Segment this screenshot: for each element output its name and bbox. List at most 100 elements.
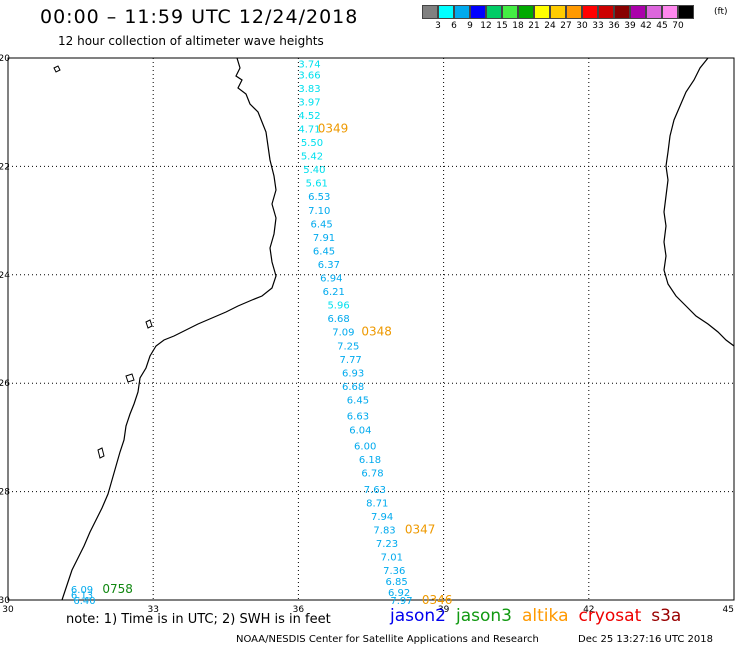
wave-height-value: 5.50 bbox=[301, 138, 323, 149]
wave-height-value: 6.94 bbox=[320, 274, 342, 285]
lat-tick-label: -30 bbox=[0, 596, 10, 606]
wave-height-value: 6.45 bbox=[347, 395, 369, 406]
wave-height-value: 8.71 bbox=[366, 498, 388, 509]
lon-tick-label: 33 bbox=[147, 605, 158, 615]
wave-height-value: 6.68 bbox=[327, 314, 349, 325]
wave-height-value: 5.42 bbox=[301, 152, 323, 163]
wave-height-value: 7.01 bbox=[381, 553, 403, 564]
legend-label: 3 bbox=[435, 21, 441, 31]
lat-tick-label: -20 bbox=[0, 54, 10, 64]
legend-label: 39 bbox=[624, 21, 636, 31]
pass-time-label: 0347 bbox=[405, 523, 436, 537]
wave-height-value: 6.93 bbox=[342, 368, 364, 379]
pass-time-label: 0346 bbox=[422, 593, 453, 607]
legend-swatch bbox=[534, 5, 550, 19]
wave-height-value: 7.09 bbox=[332, 328, 354, 339]
legend-swatch bbox=[662, 5, 678, 19]
footnote: note: 1) Time is in UTC; 2) SWH is in fe… bbox=[66, 612, 331, 627]
wave-height-value: 7.23 bbox=[376, 539, 398, 550]
wave-height-value: 3.83 bbox=[298, 84, 320, 95]
legend-label: 15 bbox=[496, 21, 508, 31]
satellite-name: altika bbox=[522, 606, 569, 626]
legend-swatch bbox=[646, 5, 662, 19]
legend-label: 9 bbox=[467, 21, 473, 31]
legend-swatch bbox=[582, 5, 598, 19]
legend-label: 36 bbox=[608, 21, 620, 31]
graticule bbox=[8, 58, 734, 600]
wave-height-value: 6.00 bbox=[354, 442, 376, 453]
wave-height-value: 6.18 bbox=[359, 455, 381, 466]
lat-tick-label: -24 bbox=[0, 271, 10, 281]
lon-tick-label: 45 bbox=[723, 605, 734, 615]
legend-label: 21 bbox=[528, 21, 540, 31]
credit-text: NOAA/NESDIS Center for Satellite Applica… bbox=[236, 634, 539, 645]
legend-swatch bbox=[502, 5, 518, 19]
legend-swatch bbox=[614, 5, 630, 19]
wave-height-value: 5.96 bbox=[327, 301, 349, 312]
generated-timestamp: Dec 25 13:27:16 UTC 2018 bbox=[578, 634, 713, 645]
wave-height-value: 7.36 bbox=[383, 566, 405, 577]
wave-height-value: 6.92 bbox=[388, 588, 410, 599]
wave-height-value: 6.40 bbox=[73, 596, 95, 607]
lat-tick-label: -26 bbox=[0, 379, 10, 389]
longitude-tick-labels: 30 33 36 39 42 45 bbox=[2, 605, 734, 615]
lon-tick-label: 30 bbox=[2, 605, 14, 615]
legend-label: 42 bbox=[640, 21, 652, 31]
pass-time-labels: 0349 0348 0347 0346 0758 bbox=[102, 121, 452, 607]
pass-time-label: 0348 bbox=[361, 325, 392, 339]
legend-swatch bbox=[454, 5, 470, 19]
island bbox=[53, 65, 61, 73]
wave-height-value: 7.83 bbox=[373, 526, 395, 537]
satellite-name: s3a bbox=[651, 606, 682, 626]
legend-label: 45 bbox=[656, 21, 668, 31]
wave-height-value: 6.45 bbox=[311, 219, 333, 230]
wave-height-value: 6.63 bbox=[347, 412, 369, 423]
lat-tick-label: -22 bbox=[0, 162, 10, 172]
legend-swatch bbox=[566, 5, 582, 19]
wave-height-value: 7.63 bbox=[364, 485, 386, 496]
legend-label: 30 bbox=[576, 21, 588, 31]
wave-height-value: 4.52 bbox=[298, 111, 320, 122]
latitude-tick-labels: -20 -22 -24 -26 -28 -30 bbox=[0, 54, 10, 606]
legend-swatch bbox=[438, 5, 454, 19]
legend-swatch bbox=[470, 5, 486, 19]
satellite-legend: jason2 jason3 altika cryosat s3a bbox=[390, 606, 691, 626]
legend-swatch bbox=[422, 5, 438, 19]
legend-label: 70 bbox=[672, 21, 684, 31]
wave-height-value: 6.53 bbox=[308, 192, 330, 203]
legend-label: 33 bbox=[592, 21, 604, 31]
wave-height-value: 3.97 bbox=[298, 97, 320, 108]
africa-coastline bbox=[61, 57, 277, 601]
legend-swatch bbox=[598, 5, 614, 19]
legend-swatch bbox=[678, 5, 694, 19]
legend-label: 12 bbox=[480, 21, 492, 31]
legend-unit: (ft) bbox=[714, 7, 728, 17]
wave-height-value: 6.45 bbox=[313, 246, 335, 257]
lon-tick-label: 36 bbox=[293, 605, 305, 615]
legend-swatch bbox=[630, 5, 646, 19]
wave-height-value: 6.68 bbox=[342, 382, 364, 393]
island bbox=[145, 319, 153, 329]
island bbox=[125, 373, 135, 383]
map-frame bbox=[7, 57, 735, 601]
color-scale-legend: 3 6 9 12 15 18 21 24 27 30 33 36 39 42 45 70 (ft) bbox=[422, 5, 728, 33]
wave-height-value: 4.71 bbox=[298, 124, 320, 135]
legend-swatch bbox=[550, 5, 566, 19]
pass-time-label: 0349 bbox=[318, 121, 349, 135]
legend-swatch bbox=[518, 5, 534, 19]
madagascar-coastline bbox=[663, 57, 735, 347]
legend-label: 24 bbox=[544, 21, 556, 31]
satellite-name: jason3 bbox=[456, 606, 512, 626]
map-title: 00:00 – 11:59 UTC 12/24/2018 bbox=[40, 6, 359, 28]
wave-height-value: 7.94 bbox=[371, 512, 393, 523]
lon-tick-label: 39 bbox=[438, 605, 450, 615]
legend-label: 18 bbox=[512, 21, 524, 31]
wave-height-value: 6.85 bbox=[386, 577, 408, 588]
wave-height-values: 3.743.66 3.83 3.97 4.52 4.71 5.50 5.42 5.40 5.61… bbox=[71, 59, 413, 607]
wave-height-value: 7.25 bbox=[337, 341, 359, 352]
wave-height-value: 7.97 bbox=[390, 596, 412, 607]
wave-height-value: 6.13 bbox=[71, 591, 93, 602]
wave-height-value: 7.91 bbox=[313, 233, 335, 244]
map-subtitle: 12 hour collection of altimeter wave hei… bbox=[58, 34, 324, 48]
